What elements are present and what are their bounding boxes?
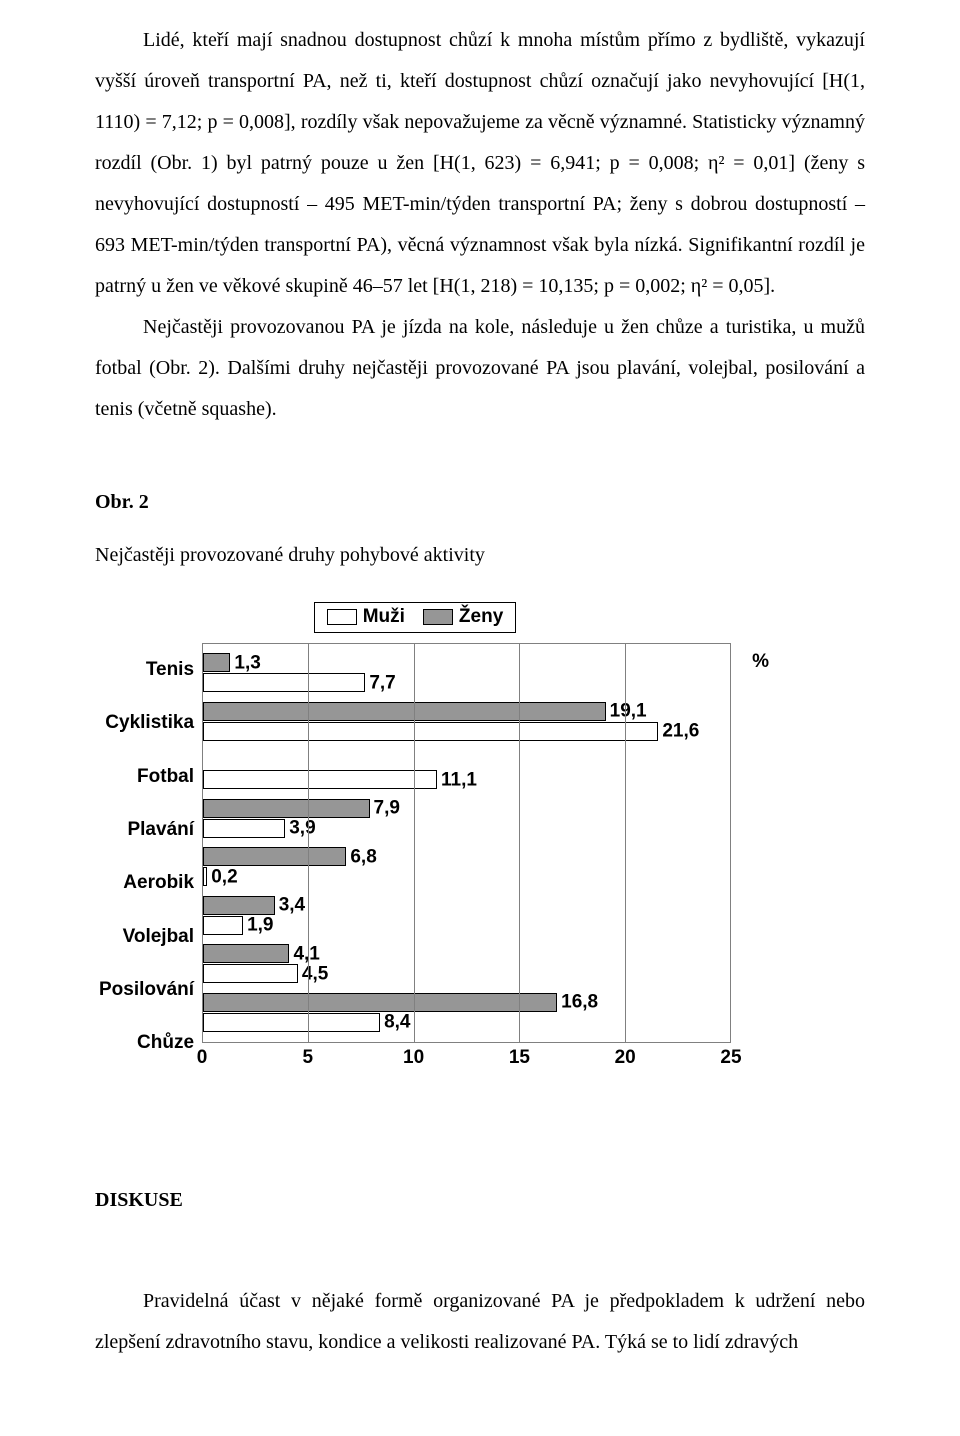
section-heading-diskuse: DISKUSE (95, 1180, 865, 1221)
chart-bar-value-label: 19,1 (605, 702, 647, 721)
chart-bar-group: 16,88,4 (203, 993, 730, 1033)
chart-bar-zeny: 7,9 (203, 799, 370, 818)
chart-bar-group: 4,14,5 (203, 944, 730, 984)
chart-bar-zeny: 1,3 (203, 653, 230, 672)
legend-label-zeny: Ženy (459, 606, 503, 629)
chart-bar-muzi: 11,1 (203, 770, 437, 789)
chart-x-axis: 0510152025 (202, 1047, 731, 1070)
legend-swatch-zeny (423, 609, 453, 625)
chart-bar-muzi: 8,4 (203, 1013, 380, 1032)
body-paragraph-3: Pravidelná účast v nějaké formě organizo… (95, 1281, 865, 1363)
chart-bar-group: 7,93,9 (203, 799, 730, 839)
chart-category-label: Posilování (99, 980, 194, 999)
chart-bar-group: 3,41,9 (203, 896, 730, 936)
chart-category-label: Chůze (99, 1033, 194, 1052)
figure-2-chart: Muži Ženy Tenis Cyklistika Fotbal Plavání Ae… (99, 602, 731, 1070)
chart-y-axis-labels: Tenis Cyklistika Fotbal Plavání Aerobik Volej… (99, 643, 202, 1070)
chart-bar-value-label: 7,9 (369, 799, 400, 818)
figure-2-caption: Nejčastěji provozované druhy pohybové ak… (95, 535, 865, 576)
chart-bar-value-label: 21,6 (657, 722, 699, 741)
chart-bar-value-label: 4,5 (297, 964, 328, 983)
chart-bar-value-label: 0,2 (206, 867, 237, 886)
chart-bar-muzi: 7,7 (203, 673, 365, 692)
chart-plot-area: 1,37,719,121,611,17,93,96,80,23,41,94,14… (202, 643, 731, 1043)
chart-bar-muzi: 3,9 (203, 819, 285, 838)
chart-bar-zeny: 4,1 (203, 944, 289, 963)
chart-bar-value-label: 11,1 (436, 770, 477, 789)
chart-gridline (625, 644, 626, 1042)
chart-category-label: Volejbal (99, 927, 194, 946)
chart-bar-muzi: 1,9 (203, 916, 243, 935)
body-paragraph-2: Nejčastěji provozovanou PA je jízda na k… (95, 307, 865, 430)
chart-bar-value-label: 8,4 (379, 1013, 410, 1032)
chart-bar-zeny: 16,8 (203, 993, 557, 1012)
chart-legend: Muži Ženy (314, 602, 517, 633)
chart-category-label: Tenis (99, 660, 194, 679)
chart-bar-group: 19,121,6 (203, 702, 730, 742)
body-paragraph-1: Lidé, kteří mají snadnou dostupnost chůz… (95, 20, 865, 307)
chart-bar-value-label: 1,9 (242, 916, 273, 935)
chart-bar-value-label: 6,8 (345, 847, 376, 866)
legend-label-muzi: Muži (363, 606, 405, 629)
chart-gridline (414, 644, 415, 1042)
chart-bar-value-label: 1,3 (229, 653, 260, 672)
chart-bar-zeny: 3,4 (203, 896, 275, 915)
chart-bar-muzi: 0,2 (203, 867, 207, 886)
legend-swatch-muzi (327, 609, 357, 625)
chart-bar-value-label: 3,4 (274, 896, 305, 915)
chart-gridline (730, 644, 731, 1042)
chart-bar-muzi: 4,5 (203, 964, 298, 983)
chart-category-label: Fotbal (99, 767, 194, 786)
legend-item-zeny: Ženy (423, 606, 503, 629)
chart-bar-value-label: 16,8 (556, 993, 598, 1012)
chart-bar-group: 1,37,7 (203, 653, 730, 693)
chart-bar-zeny: 6,8 (203, 847, 346, 866)
chart-gridline (519, 644, 520, 1042)
chart-bar-value-label: 7,7 (364, 673, 395, 692)
chart-bar-value-label: 4,1 (288, 944, 319, 963)
chart-bar-muzi: 21,6 (203, 722, 658, 741)
legend-item-muzi: Muži (327, 606, 405, 629)
chart-category-label: Cyklistika (99, 713, 194, 732)
chart-category-label: Aerobik (99, 873, 194, 892)
chart-category-label: Plavání (99, 820, 194, 839)
chart-bar-zeny: 19,1 (203, 702, 606, 721)
chart-bar-group: 11,1 (203, 750, 730, 790)
chart-bar-value-label: 3,9 (284, 819, 315, 838)
chart-bar-group: 6,80,2 (203, 847, 730, 887)
chart-bars-container: 1,37,719,121,611,17,93,96,80,23,41,94,14… (203, 644, 730, 1042)
figure-2-label: Obr. 2 (95, 482, 865, 523)
chart-gridline (308, 644, 309, 1042)
chart-x-unit: % (752, 643, 769, 682)
